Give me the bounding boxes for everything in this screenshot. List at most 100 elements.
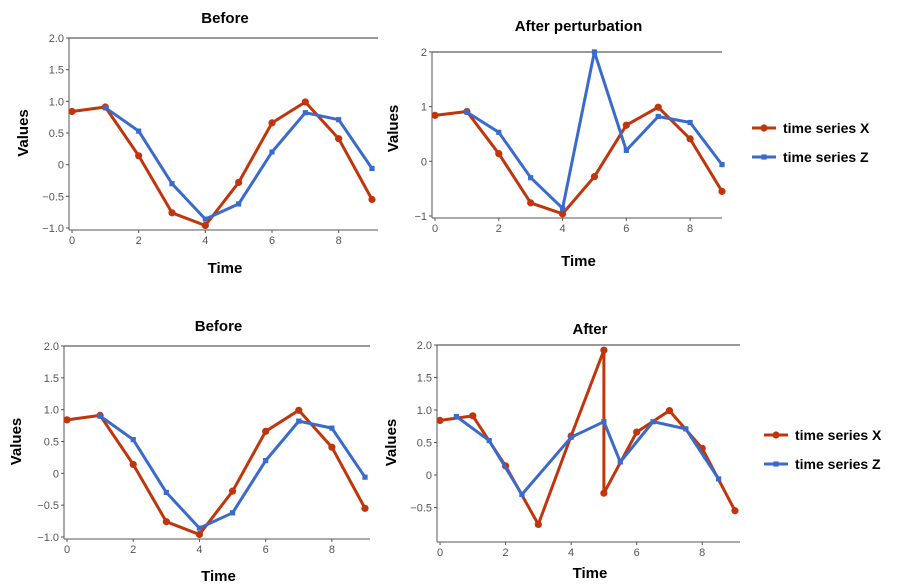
data-point [495,150,503,158]
data-point [162,518,170,526]
data-point [102,105,108,111]
x-tick-label: 8 [699,547,705,559]
data-point [731,507,739,515]
y-tick-label: 0.5 [417,438,432,450]
data-point [654,103,662,111]
x-tick-label: 6 [623,223,629,235]
y-tick-label: 1.0 [49,96,64,108]
data-point [464,109,470,115]
data-point [623,147,629,153]
legend-label-series_x: time series X [783,120,870,136]
y-tick-label: 1.5 [44,373,59,385]
x-tick-label: 6 [634,547,640,559]
data-point [235,178,243,186]
series-line-z [454,415,721,496]
data-point [591,49,598,55]
x-tick-label: 0 [64,544,70,556]
data-point [568,434,574,440]
data-point [655,113,661,120]
data-point [295,406,303,414]
data-point [195,530,204,539]
data-point [263,458,269,464]
x-axis-label: Time [201,568,236,585]
y-tick-label: 2.0 [49,33,64,45]
data-point [169,181,175,187]
y-tick-label: 1.0 [44,405,59,417]
x-axis-label: Time [561,253,596,270]
data-point [369,165,375,172]
data-point [168,209,176,217]
y-tick-label: 0 [421,156,427,168]
data-point [436,416,444,424]
legend-marker [761,154,767,160]
x-tick-label: 8 [687,223,693,235]
x-tick-label: 6 [269,235,275,247]
data-point [519,491,525,498]
data-point [301,98,309,106]
data-point [68,107,76,116]
legend: time series X time series Z [752,120,870,165]
y-axis-label: Values [8,418,25,466]
legend-label-series_z: time series Z [795,456,881,472]
data-point [431,111,439,119]
data-point [229,510,236,516]
x-tick-label: 2 [130,544,136,556]
data-point [130,436,136,443]
x-tick-label: 0 [437,547,443,559]
data-point [469,412,477,420]
y-tick-label: −0.5 [410,503,432,515]
data-point [335,135,343,143]
series-line-x [70,100,374,227]
data-point [496,129,502,135]
y-tick-label: 0.5 [44,437,59,449]
y-axis-label: Values [385,105,402,153]
chart-panel-4: After −0.5 0 0.5 1.0 1.5 2.0 0 2 4 6 8 Time Values [383,321,740,582]
data-point [336,117,342,123]
data-point [601,419,607,425]
y-tick-label: 1.5 [49,65,64,77]
data-point [328,443,336,451]
y-tick-label: −0.5 [37,500,59,512]
data-point [527,199,535,207]
data-point [719,161,725,168]
y-tick-label: −1 [414,211,427,223]
x-tick-label: 0 [432,223,438,235]
data-point [228,487,237,495]
data-point [269,149,275,155]
data-point [683,426,689,432]
y-tick-label: 1.0 [417,405,432,417]
legend-marker [760,124,768,132]
x-axis-label: Time [208,260,243,277]
data-point [361,504,369,512]
data-point [528,175,534,181]
data-point [368,195,376,204]
y-tick-label: 0.5 [49,128,64,140]
data-point [600,346,608,354]
chart-panel-1: Before −1.0 −0.5 0 0.5 1.0 1.5 2.0 0 2 4 6 8 Time Valu… [15,10,378,277]
series-line-x [433,105,724,216]
data-point [687,119,693,126]
data-point [196,525,203,531]
x-tick-label: 0 [69,235,75,247]
data-point [302,110,308,116]
data-point [686,135,694,143]
data-point [622,121,630,129]
y-tick-label: 0 [58,160,64,172]
y-tick-label: −1.0 [42,223,64,235]
legend-label-series_z: time series Z [783,149,869,165]
data-point [329,425,335,431]
data-point [202,216,208,222]
data-point [163,489,169,496]
data-point [136,128,142,134]
data-point [296,418,302,424]
data-point [559,205,566,211]
data-point [486,437,492,444]
y-tick-label: −1.0 [37,532,59,544]
y-tick-label: 2 [421,47,427,59]
data-point [617,459,623,465]
data-point [633,428,641,436]
data-point [201,221,209,230]
y-tick-label: 0 [426,470,432,482]
y-tick-label: 2.0 [417,340,432,352]
